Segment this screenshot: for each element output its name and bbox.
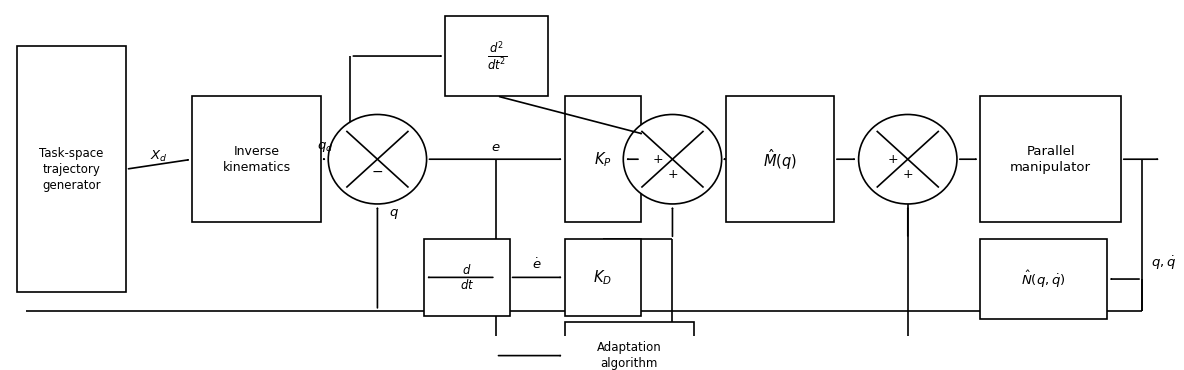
Text: Inverse
kinematics: Inverse kinematics	[223, 145, 291, 174]
Text: $X_d$: $X_d$	[150, 149, 168, 164]
Text: $\hat{M}(q)$: $\hat{M}(q)$	[764, 147, 797, 172]
Text: $q, \dot{q}$: $q, \dot{q}$	[1151, 255, 1177, 272]
FancyBboxPatch shape	[424, 239, 510, 316]
Text: Parallel
manipulator: Parallel manipulator	[1010, 145, 1092, 174]
Ellipse shape	[328, 114, 426, 204]
Text: $\hat{N}(q,\dot{q})$: $\hat{N}(q,\dot{q})$	[1022, 269, 1066, 290]
Text: $e$: $e$	[491, 141, 501, 154]
Text: $+$: $+$	[887, 153, 899, 166]
FancyBboxPatch shape	[565, 322, 694, 370]
FancyBboxPatch shape	[565, 96, 641, 222]
Text: $K_D$: $K_D$	[593, 268, 612, 287]
FancyBboxPatch shape	[726, 96, 834, 222]
Text: Adaptation
algorithm: Adaptation algorithm	[597, 341, 662, 370]
Text: Task-space
trajectory
generator: Task-space trajectory generator	[39, 147, 103, 192]
FancyBboxPatch shape	[565, 239, 641, 316]
FancyBboxPatch shape	[980, 96, 1121, 222]
FancyBboxPatch shape	[17, 46, 126, 292]
Text: $q_d$: $q_d$	[316, 140, 333, 154]
Text: $\dot{e}$: $\dot{e}$	[533, 258, 542, 272]
Ellipse shape	[858, 114, 957, 204]
Text: $K_P$: $K_P$	[594, 150, 612, 169]
FancyBboxPatch shape	[445, 16, 548, 96]
Text: $q$: $q$	[390, 207, 399, 221]
Text: $\frac{d^2}{dt^2}$: $\frac{d^2}{dt^2}$	[487, 40, 507, 73]
Text: $+$: $+$	[902, 168, 913, 181]
Text: $+$: $+$	[667, 168, 678, 181]
Text: $-$: $-$	[372, 164, 384, 177]
FancyBboxPatch shape	[980, 239, 1107, 319]
Text: $\frac{d}{dt}$: $\frac{d}{dt}$	[459, 263, 474, 292]
FancyBboxPatch shape	[193, 96, 321, 222]
Ellipse shape	[623, 114, 721, 204]
Text: $+$: $+$	[652, 153, 663, 166]
